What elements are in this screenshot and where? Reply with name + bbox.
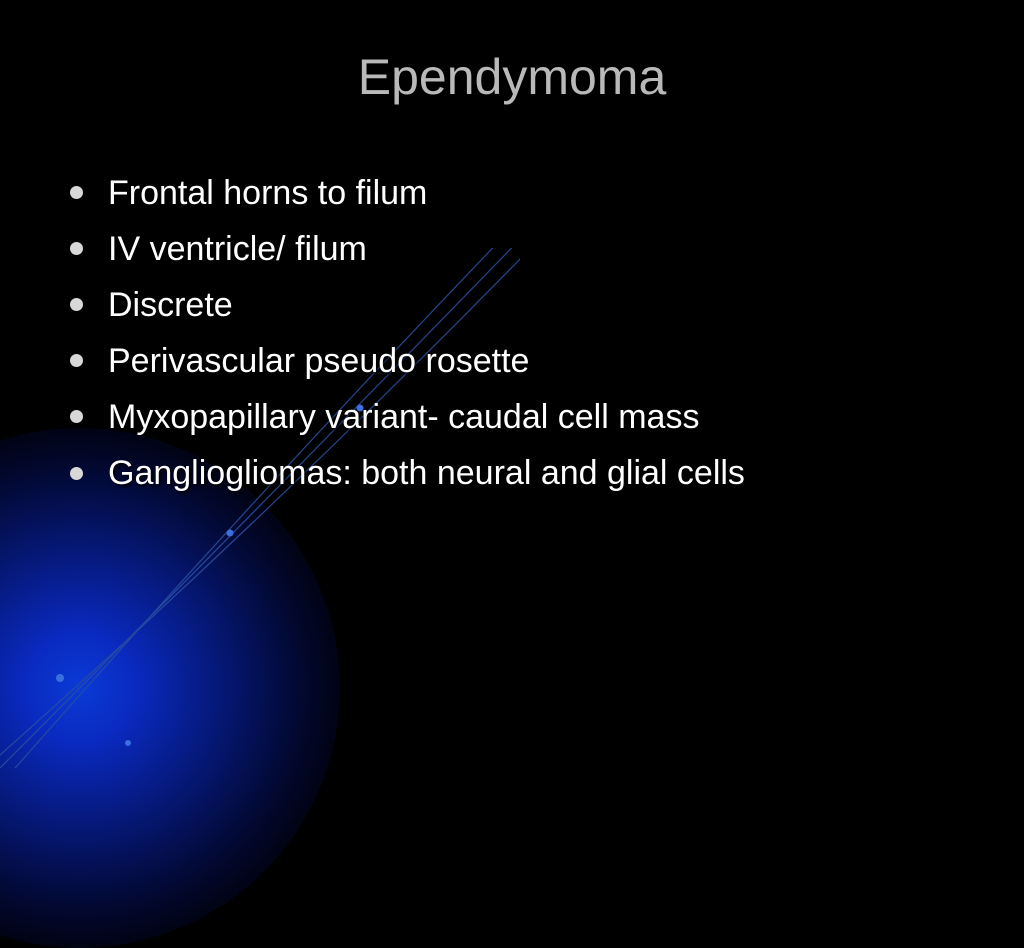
bullet-item: Perivascular pseudo rosette bbox=[70, 333, 964, 389]
bullet-item: Frontal horns to filum bbox=[70, 165, 964, 221]
bullet-item: Myxopapillary variant- caudal cell mass bbox=[70, 389, 964, 445]
slide-title: Ependymoma bbox=[0, 48, 1024, 106]
corner-glow bbox=[0, 428, 340, 948]
bullet-item: IV ventricle/ filum bbox=[70, 221, 964, 277]
bullet-item: Gangliogliomas: both neural and glial ce… bbox=[70, 445, 964, 501]
bullet-list: Frontal horns to filum IV ventricle/ fil… bbox=[70, 165, 964, 502]
bullet-item: Discrete bbox=[70, 277, 964, 333]
